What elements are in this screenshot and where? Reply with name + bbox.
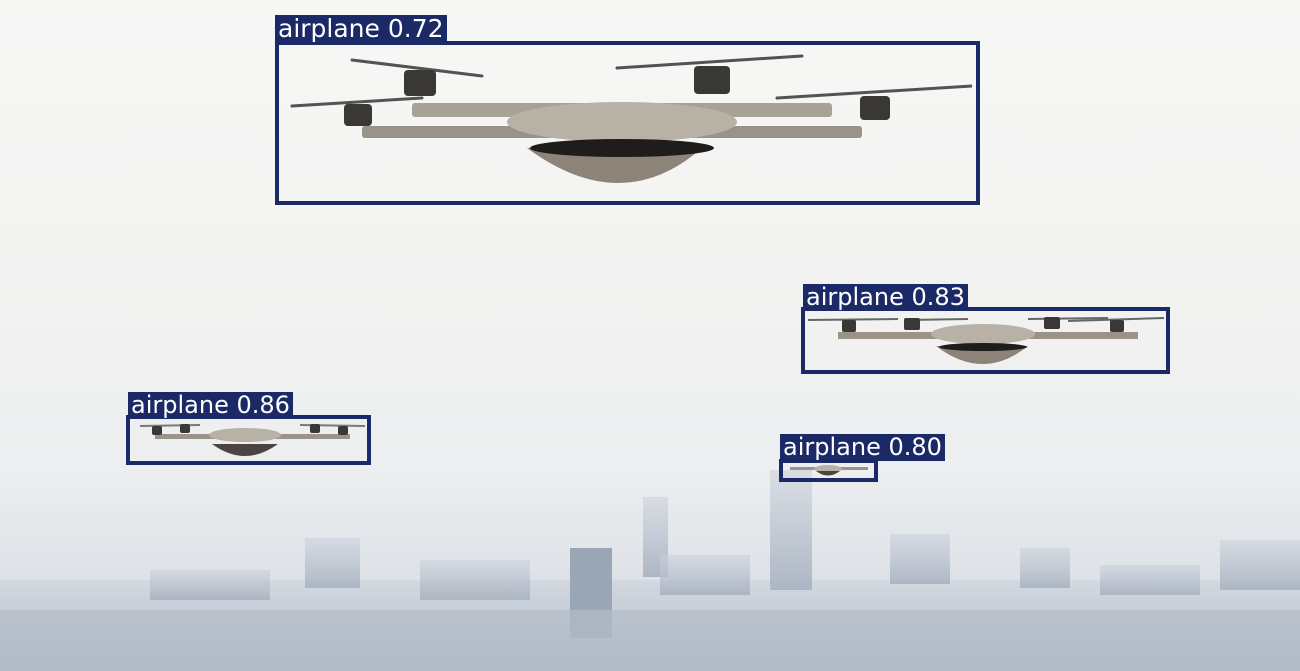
drone-small-left bbox=[140, 424, 365, 456]
drone-tiny bbox=[790, 465, 868, 476]
detection-box-4 bbox=[779, 459, 878, 482]
detection-label-3: airplane 0.86 bbox=[128, 392, 293, 419]
detection-box-3 bbox=[126, 415, 371, 465]
detection-label-4: airplane 0.80 bbox=[780, 434, 945, 461]
detection-label-2: airplane 0.83 bbox=[803, 284, 968, 311]
detection-label-1: airplane 0.72 bbox=[275, 15, 447, 43]
drone-medium bbox=[808, 317, 1164, 364]
detection-box-2 bbox=[801, 307, 1170, 374]
detection-box-1 bbox=[275, 41, 980, 205]
drone-large bbox=[290, 54, 972, 183]
